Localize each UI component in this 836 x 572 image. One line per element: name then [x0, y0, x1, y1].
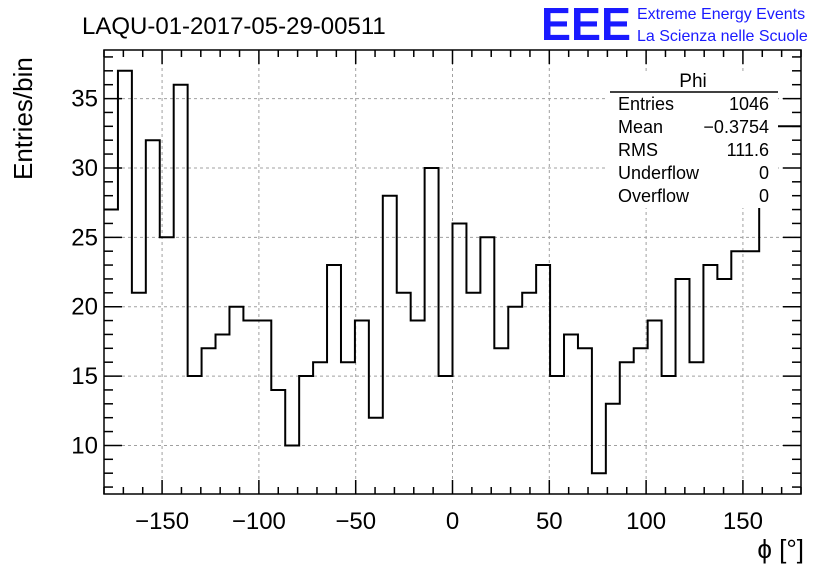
histogram-bin	[466, 293, 480, 494]
histogram-bin	[536, 265, 550, 494]
histogram-bin	[188, 376, 202, 494]
y-tick-label: 20	[71, 294, 98, 321]
histogram-bin	[494, 348, 508, 494]
histogram-bin	[299, 376, 313, 494]
histogram-bin	[104, 210, 118, 494]
eee-logo: EEE Extreme Energy Events La Scienza nel…	[541, 0, 808, 50]
stats-value: −0.3754	[703, 117, 769, 137]
histogram-bin	[369, 418, 383, 494]
y-tick-label: 10	[71, 432, 98, 459]
histogram-bin	[620, 362, 634, 494]
histogram-bin	[118, 71, 132, 494]
logo-line-1: Extreme Energy Events	[637, 6, 805, 23]
histogram-bin	[411, 321, 425, 494]
histogram-bin	[271, 390, 285, 494]
histogram-outline	[104, 69, 801, 475]
histogram-bin	[202, 348, 216, 494]
chart-title: LAQU-01-2017-05-29-00511	[82, 13, 386, 40]
x-axis-label: ϕ [°]	[757, 534, 804, 564]
stats-label: Overflow	[618, 186, 690, 206]
histogram-bin	[648, 321, 662, 494]
logo-line-2: La Scienza nelle Scuole	[637, 28, 808, 45]
histogram-bin	[216, 334, 230, 494]
logo-mark: EEE	[541, 0, 631, 50]
stats-title: Phi	[679, 71, 706, 92]
histogram-bin	[397, 293, 411, 494]
histogram-bin	[676, 279, 690, 494]
histogram-bin	[662, 376, 676, 494]
histogram-bin	[327, 265, 341, 494]
histogram-bin	[174, 85, 188, 494]
histogram-bin	[285, 445, 299, 494]
x-tick-label: 0	[446, 508, 459, 535]
y-tick-labels: 10 15 20 25 30 35	[71, 86, 98, 460]
x-tick-label: −150	[135, 508, 189, 535]
x-tick-label: −50	[335, 508, 376, 535]
histogram-bin	[508, 307, 522, 494]
x-tick-labels: −150 −100 −50 0 50 100 150	[135, 508, 763, 535]
histogram-bin	[480, 237, 494, 494]
histogram-bin	[257, 321, 271, 494]
histogram-bin	[453, 223, 467, 494]
histogram-bin	[703, 265, 717, 494]
histogram-bin	[606, 404, 620, 494]
stats-value: 111.6	[727, 140, 769, 160]
histogram-bin	[132, 293, 146, 494]
stats-value: 1046	[729, 94, 769, 114]
stats-label: Mean	[618, 117, 663, 137]
histogram-bin	[243, 321, 257, 494]
histogram-bin	[439, 376, 453, 494]
histogram-bin	[550, 376, 564, 494]
histogram-bin	[383, 196, 397, 494]
stats-value: 0	[759, 186, 769, 206]
stats-label: Entries	[618, 94, 674, 114]
y-tick-label: 25	[71, 224, 98, 251]
histogram-bin	[592, 473, 606, 494]
histogram-bin	[160, 237, 174, 494]
y-tick-label: 15	[71, 363, 98, 390]
y-tick-label: 35	[71, 86, 98, 113]
histogram-bin	[731, 251, 745, 494]
histogram-bin	[341, 362, 355, 494]
y-tick-label: 30	[71, 155, 98, 182]
histogram-bin	[634, 348, 648, 494]
histogram-bin	[689, 362, 703, 494]
x-tick-label: 100	[626, 508, 666, 535]
histogram-bin	[745, 251, 759, 494]
histogram-bin	[522, 293, 536, 494]
histogram-bin	[355, 321, 369, 494]
x-tick-label: 150	[723, 508, 763, 535]
stats-value: 0	[759, 163, 769, 183]
axis-ticks	[103, 50, 802, 494]
x-tick-label: 50	[536, 508, 563, 535]
histogram-bin	[564, 334, 578, 494]
histogram-bin	[313, 362, 327, 494]
y-axis-label: Entries/bin	[8, 57, 38, 180]
stats-label: Underflow	[618, 163, 700, 183]
histogram-bin	[229, 307, 243, 494]
histogram-bin	[578, 348, 592, 494]
histogram-bin	[146, 140, 160, 494]
histogram-bin	[717, 279, 731, 494]
x-tick-label: −100	[232, 508, 286, 535]
stats-label: RMS	[618, 140, 658, 160]
stats-box: Phi Entries 1046 Mean −0.3754 RMS 111.6 Underf…	[608, 71, 778, 208]
